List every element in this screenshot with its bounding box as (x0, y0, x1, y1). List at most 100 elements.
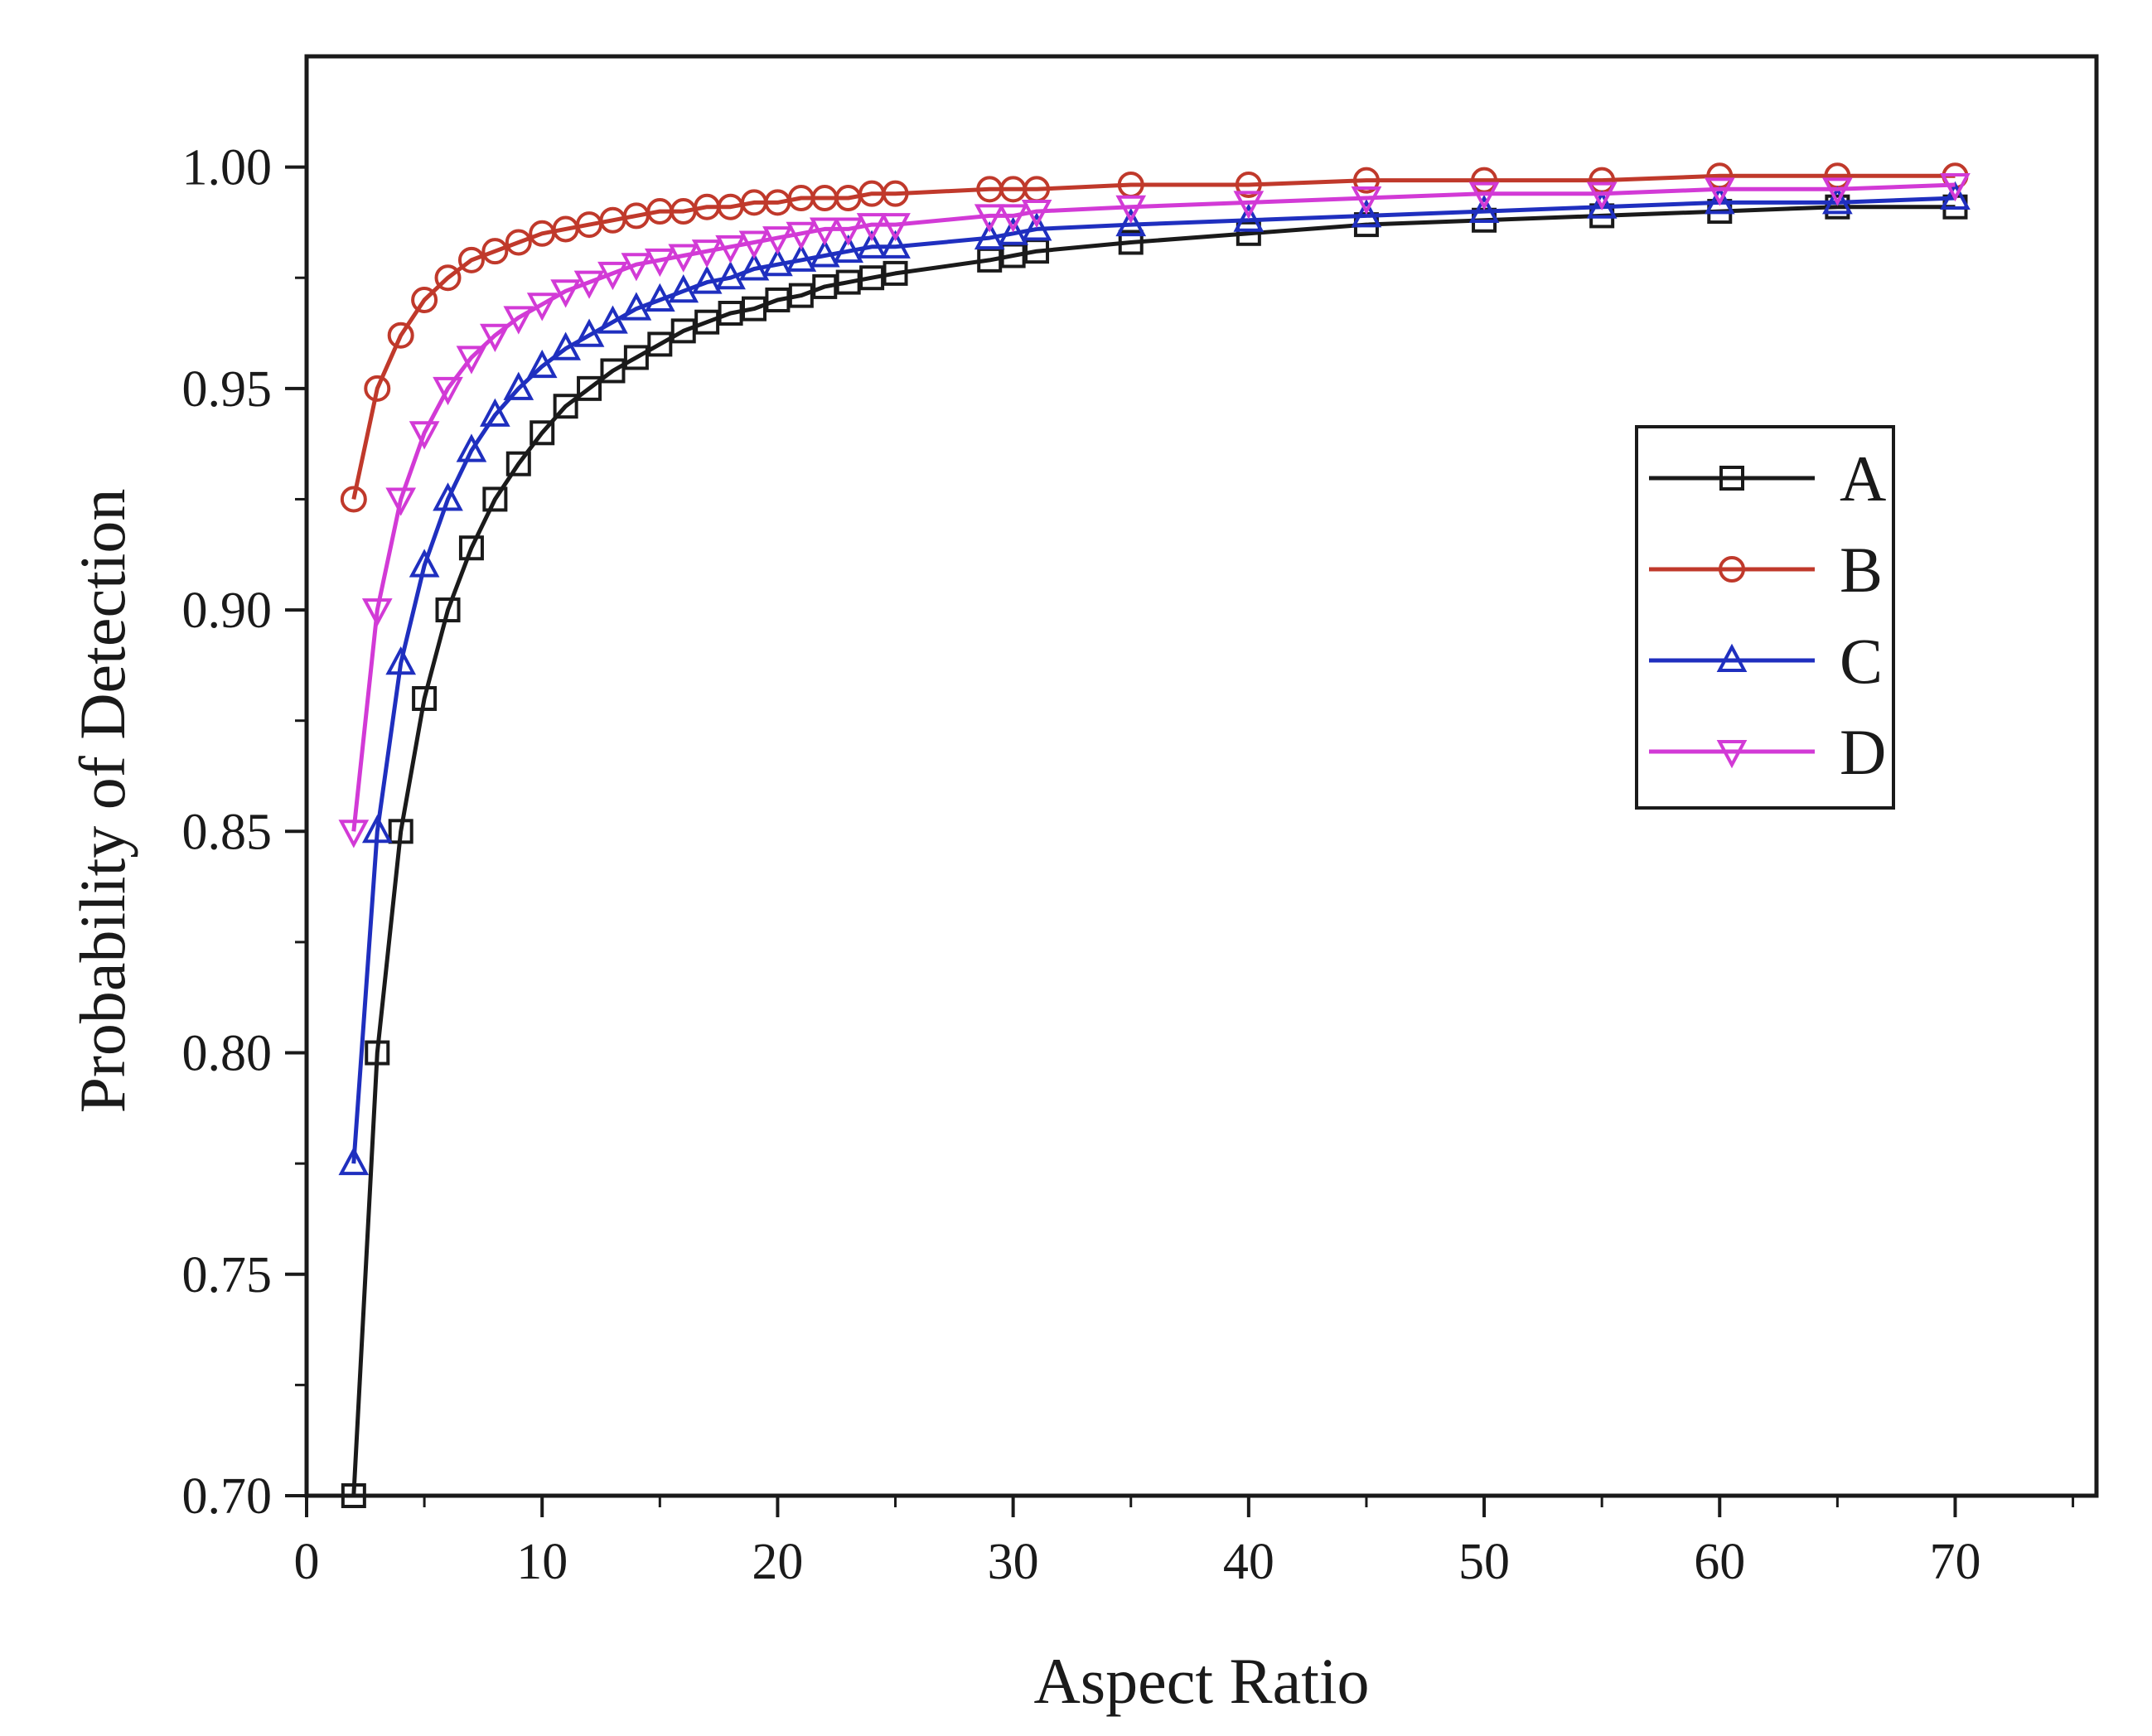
data-point-D (856, 213, 887, 242)
data-point-D (503, 306, 534, 335)
data-point-A (505, 451, 531, 476)
data-point-B (1352, 167, 1380, 194)
data-point-D (1822, 177, 1853, 206)
data-point-C (691, 265, 723, 294)
x-tick-label: 50 (1458, 1534, 1510, 1590)
legend-item-D: D (1649, 716, 1886, 788)
data-point-A (859, 265, 885, 291)
data-point-D (809, 217, 840, 246)
data-point-A (482, 486, 508, 512)
data-point-A (694, 309, 720, 335)
series-line-C (351, 196, 1956, 1164)
data-point-C (409, 549, 440, 578)
data-point-B (411, 286, 438, 313)
data-point-A (765, 287, 791, 312)
y-tick-label: 0.95 (182, 361, 273, 418)
axis-layer: 0 10 20 30 40 50 60 70 0.70 0.75 0.80 0.85 0.90 0.95 1… (182, 140, 2075, 1590)
data-point-C (668, 274, 699, 303)
data-point-C (1586, 190, 1618, 219)
data-point-D (715, 235, 746, 264)
data-point-B (505, 229, 532, 256)
data-point-A (435, 597, 461, 623)
data-point-B (457, 246, 485, 273)
legend-label: B (1840, 534, 1883, 606)
x-tick-label: 60 (1694, 1534, 1745, 1590)
x-tick-label: 0 (294, 1534, 320, 1590)
data-point-A (412, 685, 438, 711)
data-point-C (1940, 181, 1971, 210)
data-point-A (458, 535, 484, 561)
data-point-C (1233, 203, 1265, 232)
data-point-C (385, 646, 417, 675)
y-tick-label: 0.90 (182, 583, 273, 639)
data-point-B (434, 264, 462, 292)
data-point-C (338, 1146, 370, 1176)
data-point-D (762, 226, 793, 255)
data-point-C (762, 247, 793, 277)
data-point-A (623, 345, 649, 370)
data-point-C (738, 252, 770, 281)
data-point-A (530, 420, 555, 446)
data-point-D (621, 253, 652, 282)
data-point-D (1586, 181, 1618, 210)
data-point-D (385, 487, 417, 516)
series-line-B (351, 173, 1956, 500)
x-tick-label: 10 (516, 1534, 568, 1590)
data-point-A (365, 1040, 390, 1066)
data-point-A (553, 394, 578, 419)
legend-marker (1719, 556, 1745, 583)
data-point-D (833, 217, 864, 246)
data-point-C (480, 398, 510, 427)
data-point-D (691, 239, 723, 268)
data-point-C (1822, 186, 1853, 215)
data-point-D (573, 270, 605, 299)
data-point-B (364, 375, 391, 402)
plot-frame (304, 54, 2099, 1498)
data-point-A (388, 819, 413, 844)
data-point-C (573, 318, 605, 347)
data-point-A (647, 331, 673, 357)
legend-item-A: A (1649, 442, 1886, 515)
data-point-C (550, 331, 581, 360)
data-point-C (833, 234, 864, 264)
data-point-D (480, 323, 510, 352)
data-point-B (882, 180, 909, 207)
data-point-C (1115, 207, 1147, 237)
data-point-C (880, 230, 911, 259)
data-point-C (856, 230, 887, 259)
series-C (338, 181, 1971, 1176)
x-axis-title: Aspect Ratio (1033, 1645, 1369, 1717)
y-tick-label: 0.75 (182, 1247, 273, 1303)
data-point-C (809, 239, 840, 268)
y-tick-label: 0.70 (182, 1468, 273, 1525)
data-point-B (481, 238, 509, 265)
data-point-D (550, 279, 581, 308)
legend-label: A (1840, 442, 1886, 515)
y-tick-label: 0.80 (182, 1026, 273, 1082)
data-point-D (644, 248, 675, 278)
data-point-A (835, 269, 861, 295)
legend-box (1635, 425, 1895, 810)
legend-marker (1719, 466, 1744, 491)
data-point-C (621, 292, 652, 321)
data-point-D (456, 346, 487, 375)
data-point-D (338, 820, 370, 849)
data-point-A (812, 273, 838, 299)
data-point-C (1021, 212, 1052, 241)
series-A (341, 194, 1968, 1508)
y-tick-label: 1.00 (182, 140, 273, 196)
data-point-C (998, 216, 1028, 245)
data-point-C (786, 243, 817, 272)
legend-item-C: C (1649, 625, 1883, 697)
data-point-B (387, 322, 414, 349)
data-point-D (1940, 172, 1971, 202)
data-point-A (1236, 220, 1261, 246)
y-tick-label: 0.85 (182, 804, 273, 860)
data-point-D (974, 204, 1005, 233)
data-point-C (526, 349, 558, 379)
legend-item-B: B (1649, 534, 1883, 606)
series-layer (338, 162, 1971, 1508)
data-point-D (738, 230, 770, 259)
